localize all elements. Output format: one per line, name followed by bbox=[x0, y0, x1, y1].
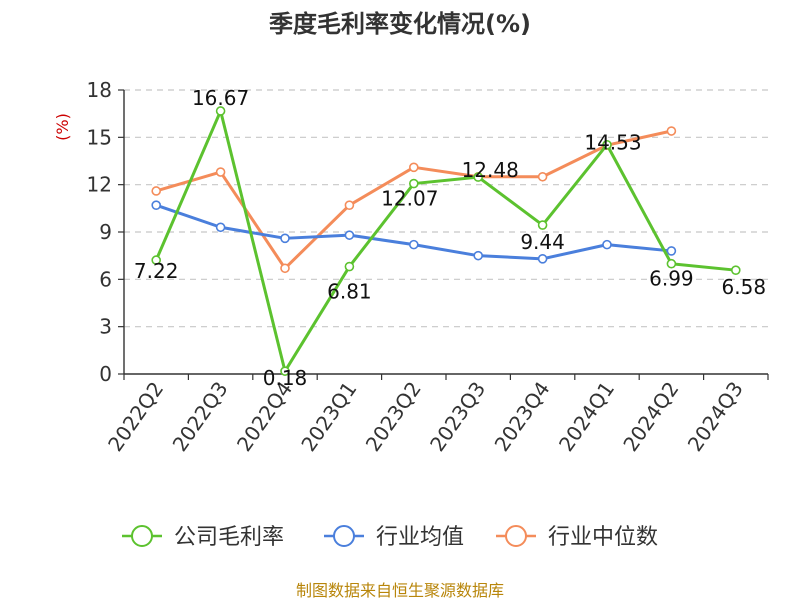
data-label: 9.44 bbox=[520, 230, 565, 254]
chart-title: 季度毛利率变化情况(%) bbox=[269, 10, 531, 38]
y-tick-label: 18 bbox=[87, 78, 112, 102]
x-tick-label: 2023Q4 bbox=[490, 377, 555, 456]
data-label: 12.48 bbox=[462, 158, 519, 182]
series-point-0[interactable] bbox=[408, 178, 419, 189]
series-point-0[interactable] bbox=[602, 139, 612, 150]
data-label: 16.67 bbox=[192, 86, 249, 110]
series-point-2[interactable] bbox=[344, 200, 355, 210]
series-point-1[interactable] bbox=[473, 250, 484, 261]
legend-item-0[interactable]: 公司毛利率 bbox=[122, 525, 284, 550]
series-point-0[interactable] bbox=[344, 261, 355, 272]
y-tick-label: 12 bbox=[87, 173, 112, 197]
grid bbox=[124, 89, 768, 328]
x-tick-label: 2022Q3 bbox=[168, 377, 233, 456]
series-point-1[interactable] bbox=[151, 200, 161, 210]
series-point-2[interactable] bbox=[280, 263, 290, 274]
data-label: 6.81 bbox=[327, 280, 372, 304]
y-tick-label: 6 bbox=[99, 267, 112, 291]
series-point-0[interactable] bbox=[215, 106, 226, 116]
data-labels: 7.22 16.67 0.18 6.81 12.07 12.48 9.44 14.53 6.99… bbox=[134, 86, 766, 390]
series-point-2[interactable] bbox=[151, 186, 161, 196]
data-label: 12.07 bbox=[381, 187, 438, 211]
series-point-0[interactable] bbox=[537, 220, 548, 230]
series-point-2[interactable] bbox=[666, 126, 677, 136]
legend-swatch-marker bbox=[505, 525, 527, 547]
source-note: 制图数据来自恒生聚源数据库 bbox=[296, 581, 504, 600]
x-tick-label: 2024Q1 bbox=[554, 377, 619, 456]
series-point-0[interactable] bbox=[473, 172, 484, 182]
series-point-0[interactable] bbox=[151, 255, 161, 265]
legend[interactable]: 公司毛利率 行业均值 行业中位数 bbox=[122, 525, 658, 550]
series-point-2[interactable] bbox=[537, 171, 548, 182]
series-point-0[interactable] bbox=[730, 265, 741, 275]
series-point-2[interactable] bbox=[215, 167, 226, 177]
x-tick-label: 2022Q2 bbox=[103, 377, 168, 456]
legend-label: 行业均值 bbox=[376, 525, 464, 550]
x-tick-label: 2024Q2 bbox=[618, 377, 683, 456]
legend-label: 行业中位数 bbox=[548, 525, 658, 550]
series-line-0 bbox=[154, 109, 736, 373]
y-tick-label: 15 bbox=[87, 125, 112, 149]
x-tick-label: 2024Q3 bbox=[683, 377, 748, 456]
series-point-1[interactable] bbox=[215, 222, 226, 233]
data-label: 0.18 bbox=[263, 366, 308, 390]
x-tick-label: 2023Q3 bbox=[425, 377, 490, 456]
legend-swatch-marker bbox=[131, 525, 153, 547]
y-tick-label: 0 bbox=[99, 362, 112, 386]
series-point-1[interactable] bbox=[408, 239, 419, 250]
y-axis-unit: (%) bbox=[53, 113, 72, 141]
series-point-1[interactable] bbox=[280, 233, 290, 244]
series-point-1[interactable] bbox=[602, 239, 612, 250]
series-point-0[interactable] bbox=[666, 258, 677, 269]
data-label: 6.58 bbox=[722, 275, 767, 299]
data-label: 7.22 bbox=[134, 259, 179, 283]
y-tick-label: 3 bbox=[99, 315, 112, 339]
data-label: 6.99 bbox=[649, 267, 694, 291]
legend-item-2[interactable]: 行业中位数 bbox=[496, 525, 658, 550]
series-point-0[interactable] bbox=[280, 366, 290, 376]
x-tick-label: 2023Q2 bbox=[361, 377, 426, 456]
data-label: 14.53 bbox=[584, 131, 641, 155]
legend-label: 公司毛利率 bbox=[174, 525, 284, 550]
series-point-1[interactable] bbox=[344, 230, 355, 240]
y-tick-label: 9 bbox=[99, 220, 112, 244]
series-point-1[interactable] bbox=[666, 246, 677, 256]
legend-swatch-marker bbox=[333, 525, 355, 547]
series-layer bbox=[151, 106, 741, 376]
series-point-1[interactable] bbox=[537, 254, 548, 264]
series-point-2[interactable] bbox=[408, 162, 419, 173]
legend-item-1[interactable]: 行业均值 bbox=[324, 525, 464, 550]
